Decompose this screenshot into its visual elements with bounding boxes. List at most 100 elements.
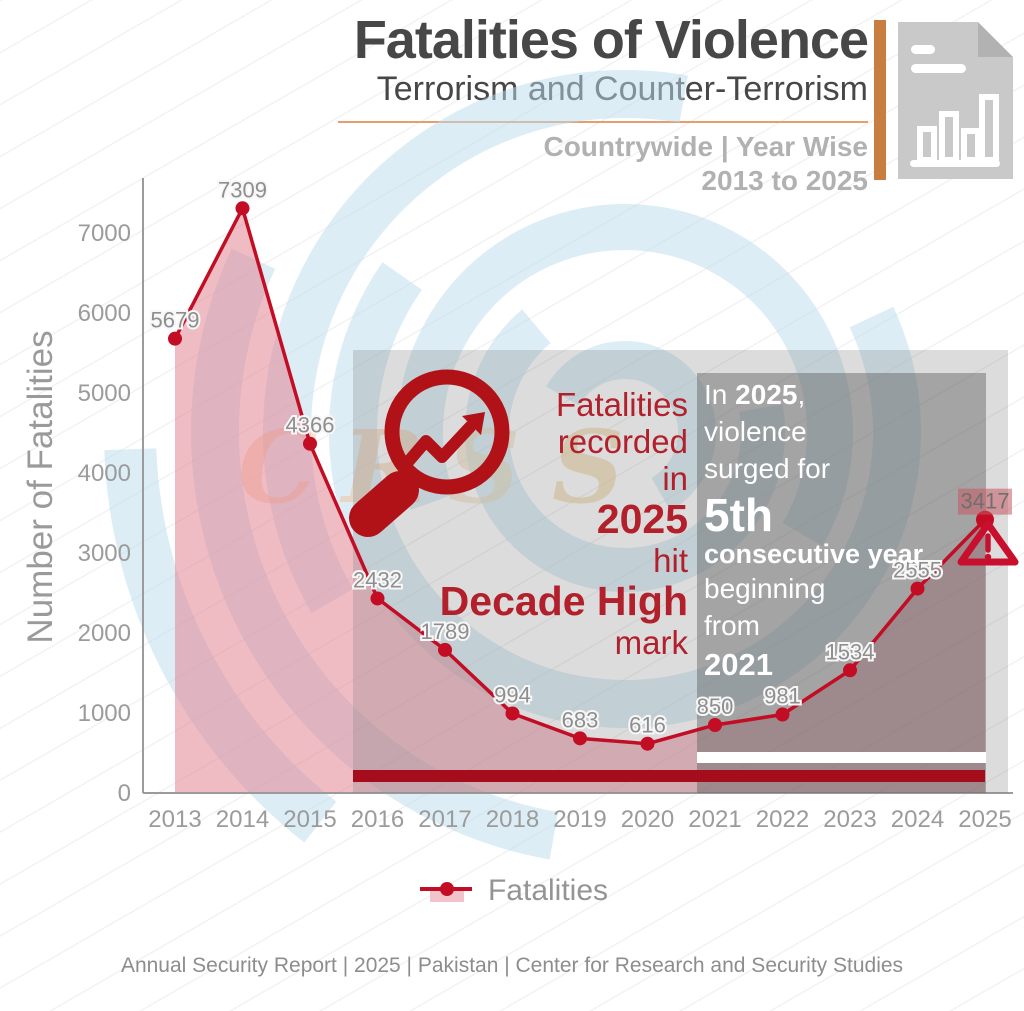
note-line: surged for xyxy=(704,455,923,483)
y-axis-title: Number of Fatalities xyxy=(21,330,60,643)
y-tick-7000: 7000 xyxy=(78,220,131,247)
scope-line-2: 2013 to 2025 xyxy=(701,165,868,197)
data-point-2017 xyxy=(438,642,452,657)
x-tick-2015: 2015 xyxy=(283,806,336,833)
note-line: In 2025, xyxy=(704,381,923,409)
legend-marker-icon xyxy=(419,882,472,902)
x-tick-2016: 2016 xyxy=(351,806,404,833)
note-segment: consecutive year xyxy=(704,539,924,569)
x-tick-2019: 2019 xyxy=(553,806,606,833)
note-segment: 2021 xyxy=(704,647,773,682)
y-tick-1000: 1000 xyxy=(78,700,131,727)
decade-high-note: Fatalities recorded in 2025 hit Decade High ma… xyxy=(440,388,688,663)
note-segment: 2025 xyxy=(596,496,688,542)
note-segment: violence xyxy=(704,416,807,447)
x-tick-2013: 2013 xyxy=(148,806,201,833)
data-point-2022 xyxy=(775,707,790,722)
data-label-2022: 981 xyxy=(764,684,801,709)
data-label-2015: 4366 xyxy=(286,413,335,438)
source-footer: Annual Security Report | 2025 | Pakistan… xyxy=(120,954,904,977)
data-label-2014: 7309 xyxy=(218,177,267,202)
accent-bars xyxy=(353,752,986,782)
note-segment: recorded xyxy=(557,423,688,460)
axes: 0 1000 2000 3000 4000 5000 6000 7000 2013 2014 201… xyxy=(78,178,1013,833)
report-document-icon xyxy=(898,22,1013,179)
y-tick-0: 0 xyxy=(118,780,131,807)
fatalities-line xyxy=(168,201,994,751)
watermark-arc-0 xyxy=(546,341,716,511)
data-point-2019 xyxy=(573,731,587,746)
note-segment: 2025 xyxy=(735,379,798,410)
data-label-2017: 1789 xyxy=(421,619,470,644)
note-line: from xyxy=(704,612,923,640)
note-segment: , xyxy=(797,379,806,410)
data-label-2025: 3417 xyxy=(961,489,1010,514)
note-segment: In xyxy=(704,379,736,410)
note-line: mark xyxy=(440,626,688,659)
note-line: recorded xyxy=(440,425,688,458)
x-tick-2023: 2023 xyxy=(823,806,876,833)
note-line: Fatalities xyxy=(440,388,688,421)
data-label-2021: 850 xyxy=(697,694,734,719)
legend-label: Fatalities xyxy=(487,874,609,907)
note-segment: Fatalities xyxy=(555,386,688,423)
area-fill xyxy=(175,208,985,793)
x-tick-2025: 2025 xyxy=(958,806,1011,833)
data-point-2015 xyxy=(303,436,317,451)
white-accent-bar xyxy=(697,752,986,763)
note-line: hit xyxy=(440,544,688,577)
x-tick-2017: 2017 xyxy=(418,806,471,833)
x-tick-2018: 2018 xyxy=(486,806,539,833)
magnifier-trend-icon xyxy=(349,369,510,537)
note-segment: 5th xyxy=(704,489,773,541)
y-tick-5000: 5000 xyxy=(78,380,131,407)
data-point-2021 xyxy=(708,718,722,732)
note-line: Decade High xyxy=(440,581,688,622)
overlay-boxes xyxy=(353,350,1008,793)
data-point-2018 xyxy=(505,706,520,721)
note-line: consecutive year xyxy=(704,541,923,568)
y-tick-6000: 6000 xyxy=(78,300,131,327)
y-tick-4000: 4000 xyxy=(78,460,131,487)
x-tick-2014: 2014 xyxy=(216,806,269,833)
data-label-2024: 2555 xyxy=(893,558,942,583)
note-segment: beginning xyxy=(704,573,826,604)
note-line: 2025 xyxy=(440,499,688,540)
data-point-2013 xyxy=(168,331,182,346)
scope-line-1: Countrywide | Year Wise xyxy=(543,131,868,163)
header-divider xyxy=(338,121,868,124)
note-segment: from xyxy=(704,610,760,641)
data-label-2019: 683 xyxy=(562,707,599,732)
data-point-2016 xyxy=(370,591,385,606)
note-box-dark xyxy=(697,373,986,793)
y-tick-2000: 2000 xyxy=(78,620,131,647)
data-point-2014 xyxy=(235,201,250,216)
warning-icon xyxy=(957,520,1019,566)
note-box-light xyxy=(353,350,1008,793)
note-segment: in xyxy=(662,460,688,497)
chart-legend: Fatalities xyxy=(0,874,1024,908)
x-tick-2020: 2020 xyxy=(621,806,674,833)
data-label-2023: 1534 xyxy=(826,639,875,664)
note-line: in xyxy=(440,462,688,495)
data-labels: 5679 7309 4366 2432 1789 994 683 616 850 981 1534 2… xyxy=(149,175,1012,740)
data-label-2018: 994 xyxy=(494,682,531,707)
x-tick-2022: 2022 xyxy=(756,806,809,833)
area-under-line xyxy=(175,208,985,793)
x-tick-2024: 2024 xyxy=(891,806,944,833)
page-title: Fatalities of Violence xyxy=(353,10,869,70)
data-label-2016: 2432 xyxy=(353,567,402,592)
data-point-2023 xyxy=(843,663,857,678)
note-line: 2021 xyxy=(704,649,923,680)
note-segment: hit xyxy=(653,542,688,579)
note-segment: Decade High xyxy=(439,578,688,624)
data-label-2013: 5679 xyxy=(151,308,200,333)
note-segment: surged for xyxy=(704,453,831,484)
red-accent-bar xyxy=(353,770,985,782)
surge-note: In 2025, violence surged for 5th consecutive… xyxy=(704,381,923,689)
watermark-arc-3 xyxy=(329,262,921,728)
note-segment: mark xyxy=(614,624,688,661)
last-label-bg xyxy=(958,488,1012,515)
